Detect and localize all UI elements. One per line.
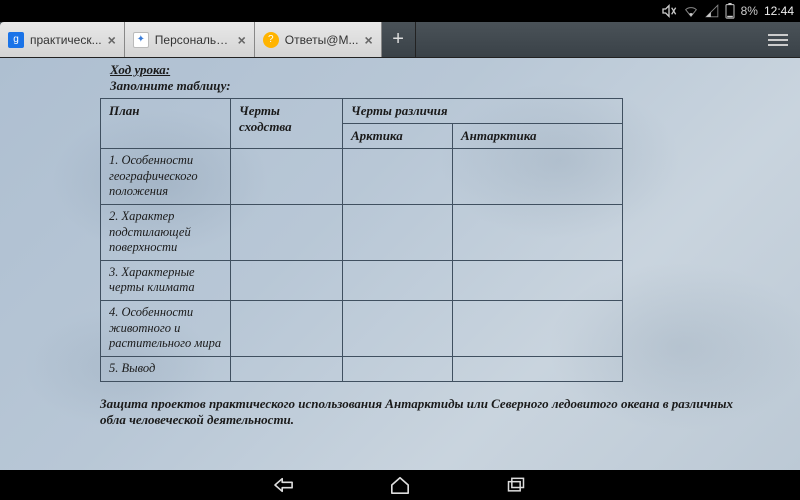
table-row: 1. Особенности географического положения	[101, 149, 623, 205]
browser-tab-strip: g практическ... × ✦ Персональный с... × …	[0, 22, 800, 58]
instruction-text: Заполните таблицу:	[110, 78, 740, 94]
tab-label: Персональный с...	[155, 33, 232, 47]
tab-label: практическ...	[30, 33, 102, 47]
table-row: 2. Характер подстилающей поверхности	[101, 204, 623, 260]
cell-sim	[231, 356, 343, 381]
back-icon	[273, 476, 295, 494]
mute-icon	[661, 3, 677, 19]
android-nav-bar	[0, 470, 800, 500]
new-tab-button[interactable]: +	[382, 22, 416, 57]
battery-pct: 8%	[741, 4, 758, 18]
row-label: 4. Особенности животного и растительного…	[101, 301, 231, 357]
table-row: 4. Особенности животного и растительного…	[101, 301, 623, 357]
document-content: Ход урока: Заполните таблицу: План Черты…	[0, 58, 800, 428]
cell-antarctic	[453, 260, 623, 300]
cell-antarctic	[453, 204, 623, 260]
table-row: 5. Вывод	[101, 356, 623, 381]
close-icon[interactable]: ×	[364, 32, 372, 48]
row-label: 5. Вывод	[101, 356, 231, 381]
home-button[interactable]	[387, 474, 413, 496]
recent-button[interactable]	[503, 474, 529, 496]
cell-antarctic	[453, 301, 623, 357]
cell-arctic	[343, 260, 453, 300]
lesson-heading: Ход урока:	[110, 62, 740, 78]
tabs-container: g практическ... × ✦ Персональный с... × …	[0, 22, 756, 57]
close-icon[interactable]: ×	[238, 32, 246, 48]
battery-icon	[725, 3, 735, 19]
tab-1[interactable]: g практическ... ×	[0, 22, 125, 57]
footer-text: Защита проектов практического использова…	[100, 396, 740, 428]
cell-arctic	[343, 356, 453, 381]
col-arctic-header: Арктика	[343, 124, 453, 149]
tab-label: Ответы@М...	[285, 33, 359, 47]
wifi-icon	[683, 3, 699, 19]
cell-sim	[231, 149, 343, 205]
android-status-bar: 8% 12:44	[0, 0, 800, 22]
page-viewport[interactable]: Ход урока: Заполните таблицу: План Черты…	[0, 58, 800, 470]
cell-antarctic	[453, 149, 623, 205]
recent-icon	[506, 476, 526, 494]
menu-button[interactable]	[756, 22, 800, 57]
tab-3[interactable]: ? Ответы@М... ×	[255, 22, 382, 57]
favicon-mailru-icon: ?	[263, 32, 279, 48]
signal-icon	[705, 4, 719, 18]
cell-sim	[231, 301, 343, 357]
cell-antarctic	[453, 356, 623, 381]
row-label: 2. Характер подстилающей поверхности	[101, 204, 231, 260]
col-diff-header: Черты различия	[343, 99, 623, 124]
row-label: 3. Характерные черты климата	[101, 260, 231, 300]
table-row: 3. Характерные черты климата	[101, 260, 623, 300]
favicon-google-icon: g	[8, 32, 24, 48]
table-header-row: План Черты сходства Черты различия	[101, 99, 623, 124]
comparison-table: План Черты сходства Черты различия Аркти…	[100, 98, 623, 382]
col-plan-header: План	[101, 99, 231, 149]
cell-sim	[231, 204, 343, 260]
row-label: 1. Особенности географического положения	[101, 149, 231, 205]
cell-arctic	[343, 301, 453, 357]
col-antarctic-header: Антарктика	[453, 124, 623, 149]
home-icon	[389, 475, 411, 495]
back-button[interactable]	[271, 474, 297, 496]
favicon-site-icon: ✦	[133, 32, 149, 48]
cell-arctic	[343, 149, 453, 205]
close-icon[interactable]: ×	[108, 32, 116, 48]
clock: 12:44	[764, 4, 794, 18]
tab-2[interactable]: ✦ Персональный с... ×	[125, 22, 255, 57]
hamburger-icon	[768, 34, 788, 46]
cell-sim	[231, 260, 343, 300]
cell-arctic	[343, 204, 453, 260]
col-sim-header: Черты сходства	[231, 99, 343, 149]
